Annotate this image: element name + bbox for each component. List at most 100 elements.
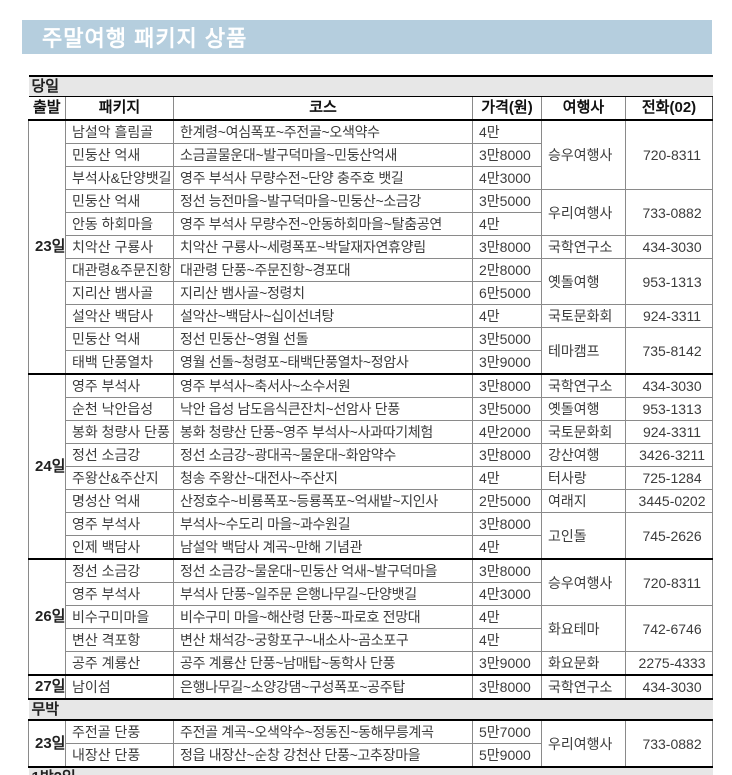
column-header-row: 출발 패키지 코스 가격(원) 여행사 전화(02): [28, 96, 714, 121]
price-cell: 3만8000: [472, 674, 542, 700]
phone-cell: 735-8142: [624, 327, 714, 375]
course-cell: 영주 부석사 무량수전~단양 충주호 뱃길: [173, 166, 473, 190]
course-cell: 봉화 청량산 단풍~영주 부석사~사과따기체험: [173, 420, 473, 444]
agency-cell: 국학연구소: [541, 373, 626, 398]
package-cell: 내장산 단풍: [65, 743, 174, 768]
column-header-3: 가격(원): [472, 96, 542, 121]
agency-cell: 옛돌여행: [541, 258, 626, 305]
price-cell: 4만3000: [472, 582, 542, 606]
table-row: 민둥산 억새 소금골물운대~발구덕마을~민둥산억새 3만8000: [29, 143, 713, 167]
package-cell: 태백 단풍열차: [65, 350, 174, 375]
section-band-label: 1박2일: [28, 766, 713, 775]
course-cell: 정읍 내장산~순창 강천산 단풍~고추장마을: [173, 743, 473, 768]
agency-cell: 국토문화회: [541, 420, 626, 444]
package-cell: 안동 하회마을: [65, 212, 174, 236]
table-row: 안동 하회마을 영주 부석사 무량수전~안동하회마을~탈춤공연 4만: [29, 212, 713, 236]
package-cell: 영주 부석사: [65, 582, 174, 606]
course-cell: 정선 민둥산~영월 선돌: [173, 327, 473, 351]
section-band-row: 무박: [28, 698, 713, 721]
package-cell: 정선 소금강: [65, 443, 174, 467]
section-band-label: 당일: [28, 75, 713, 97]
price-cell: 3만8000: [472, 443, 542, 467]
agency-cell: 테마캠프: [541, 327, 626, 375]
package-cell: 치악산 구룡사: [65, 235, 174, 259]
package-cell: 인제 백담사: [65, 535, 174, 560]
course-cell: 치악산 구룡사~세령폭포~박달재자연휴양림: [173, 235, 473, 259]
table-row: 지리산 뱀사골 지리산 뱀사골~정령치 6만5000: [29, 281, 713, 305]
phone-cell: 924-3311: [624, 420, 714, 444]
price-cell: 3만5000: [472, 189, 542, 213]
price-cell: 2만5000: [472, 489, 542, 513]
course-cell: 은행나무길~소양강댐~구성폭포~공주탑: [173, 674, 473, 700]
packages-table: 당일 출발 패키지 코스 가격(원) 여행사 전화(02) 23일 남설악 흘림골 한계령~여심폭…: [28, 75, 714, 775]
column-header-0: 출발: [28, 96, 66, 121]
phone-cell: 725-1284: [624, 466, 714, 490]
agency-cell: 옛돌여행: [541, 397, 626, 421]
course-cell: 소금골물운대~발구덕마을~민둥산억새: [173, 143, 473, 167]
phone-cell: 3426-3211: [624, 443, 714, 467]
price-cell: 3만8000: [472, 558, 542, 583]
package-cell: 비수구미마을: [65, 605, 174, 629]
table-row: 26일 정선 소금강 정선 소금강~물운대~민둥산 억새~발구덕마을 3만8000 승우…: [28, 558, 714, 676]
table-row: 23일 주전골 단풍 주전골 계곡~오색약수~정동진~동해무릉계곡 5만7000 우리여…: [28, 719, 714, 768]
phone-cell: 742-6746: [624, 605, 714, 652]
section-band-label: 무박: [28, 698, 713, 721]
table-row: 24일 영주 부석사 영주 부석사~축서사~소수서원 3만8000 국학연구소 434-3…: [28, 373, 714, 560]
price-cell: 4만: [472, 119, 542, 144]
course-cell: 영주 부석사 무량수전~안동하회마을~탈춤공연: [173, 212, 473, 236]
page-title-banner: 주말여행 패키지 상품: [22, 20, 712, 54]
day-cell: 23일: [28, 119, 66, 375]
package-cell: 영주 부석사: [65, 373, 174, 398]
package-cell: 순천 낙안읍성: [65, 397, 174, 421]
agency-cell: 강산여행: [541, 443, 626, 467]
price-cell: 3만9000: [472, 350, 542, 375]
phone-cell: 3445-0202: [624, 489, 714, 513]
section-band-row: 당일: [28, 75, 713, 97]
agency-cell: 고인돌: [541, 512, 626, 560]
price-cell: 4만: [472, 628, 542, 652]
price-cell: 3만9000: [472, 651, 542, 676]
price-cell: 4만: [472, 304, 542, 328]
course-cell: 지리산 뱀사골~정령치: [173, 281, 473, 305]
table-row: 명성산 억새 산정호수~비룡폭포~등룡폭포~억새밭~지인사 2만5000 여래지 344…: [29, 489, 714, 513]
agency-cell: 국학연구소: [541, 674, 626, 700]
price-cell: 4만3000: [472, 166, 542, 190]
phone-cell: 733-0882: [624, 719, 714, 768]
agency-cell: 승우여행사: [541, 558, 626, 606]
agency-cell: 여래지: [541, 489, 626, 513]
table-row: 영주 부석사 부석사 단풍~일주문 은행나무길~단양뱃길 4만3000: [29, 582, 713, 606]
page-title: 주말여행 패키지 상품: [42, 26, 248, 51]
phone-cell: 720-8311: [624, 558, 714, 606]
phone-cell: 434-3030: [624, 674, 714, 700]
table-row: 봉화 청량사 단풍 봉화 청량산 단풍~영주 부석사~사과따기체험 4만2000 국토…: [29, 420, 714, 444]
table-row: 비수구미마을 비수구미 마을~해산령 단풍~파로호 전망대 4만 화요테마 742-67…: [29, 605, 714, 652]
package-cell: 정선 소금강: [65, 558, 174, 583]
phone-cell: 720-8311: [624, 119, 714, 190]
price-cell: 3만8000: [472, 143, 542, 167]
course-cell: 정선 능전마을~발구덕마을~민둥산~소금강: [173, 189, 473, 213]
phone-cell: 953-1313: [624, 258, 714, 305]
package-cell: 주전골 단풍: [65, 719, 174, 744]
package-cell: 대관령&주문진항: [65, 258, 174, 282]
package-cell: 지리산 뱀사골: [65, 281, 174, 305]
phone-cell: 745-2626: [624, 512, 714, 560]
package-cell: 남이섬: [65, 674, 174, 700]
price-cell: 3만5000: [472, 327, 542, 351]
course-cell: 청송 주왕산~대전사~주산지: [173, 466, 473, 490]
table-row: 정선 소금강 정선 소금강~광대곡~물운대~화암약수 3만8000 강산여행 3426-…: [29, 443, 714, 467]
phone-cell: 924-3311: [624, 304, 714, 328]
course-cell: 산정호수~비룡폭포~등룡폭포~억새밭~지인사: [173, 489, 473, 513]
course-cell: 변산 채석강~궁항포구~내소사~곰소포구: [173, 628, 473, 652]
course-cell: 낙안 읍성 남도음식큰잔치~선암사 단풍: [173, 397, 473, 421]
course-cell: 남설악 백담사 계곡~만해 기념관: [173, 535, 473, 560]
price-cell: 4만2000: [472, 420, 542, 444]
course-cell: 주전골 계곡~오색약수~정동진~동해무릉계곡: [173, 719, 473, 744]
course-cell: 부석사 단풍~일주문 은행나무길~단양뱃길: [173, 582, 473, 606]
course-cell: 영주 부석사~축서사~소수서원: [173, 373, 473, 398]
column-header-4: 여행사: [541, 96, 626, 121]
table-row: 순천 낙안읍성 낙안 읍성 남도음식큰잔치~선암사 단풍 3만5000 옛돌여행 953…: [29, 397, 714, 421]
course-cell: 대관령 단풍~주문진항~경포대: [173, 258, 473, 282]
price-cell: 5만7000: [472, 719, 542, 744]
phone-cell: 953-1313: [624, 397, 714, 421]
price-cell: 4만: [472, 535, 542, 560]
